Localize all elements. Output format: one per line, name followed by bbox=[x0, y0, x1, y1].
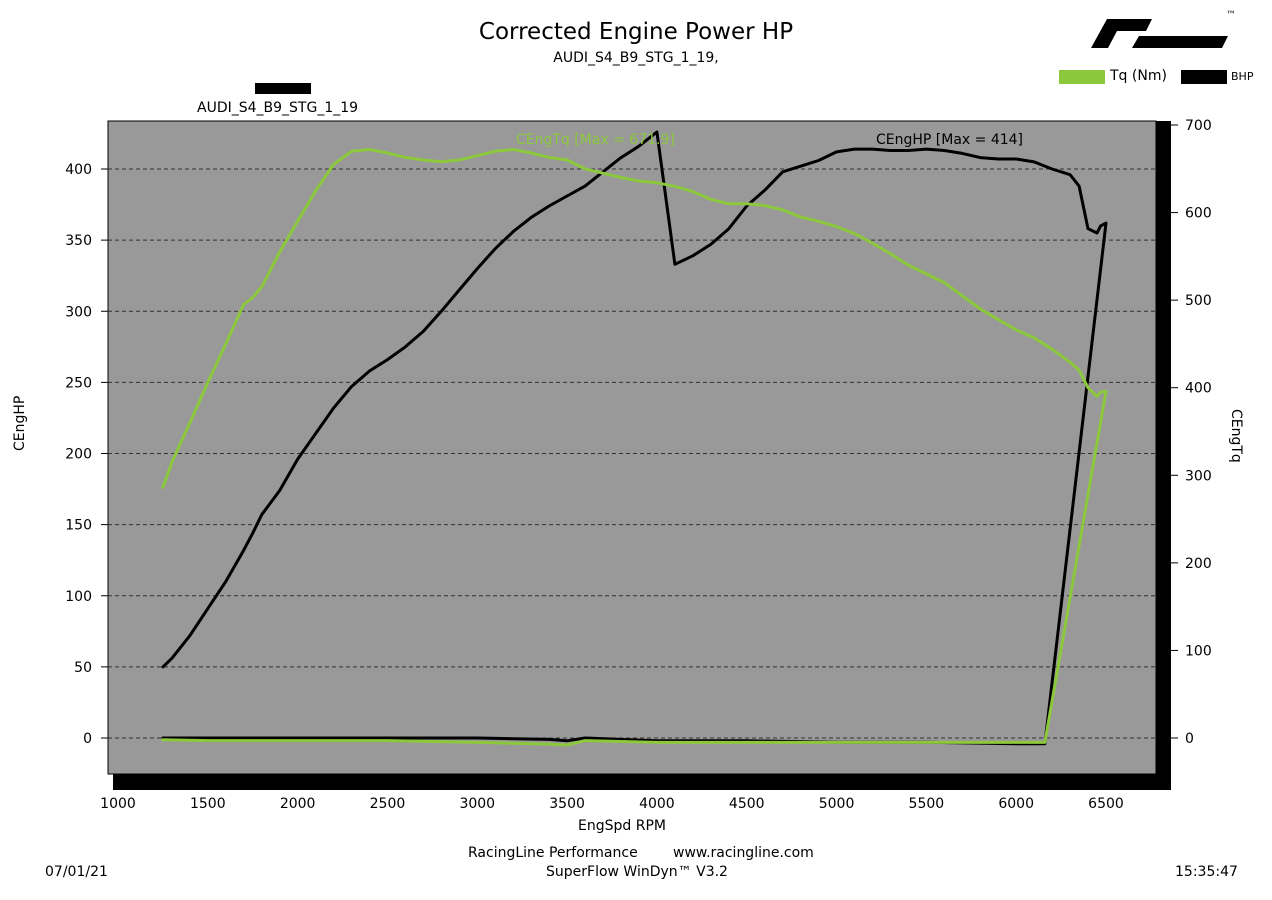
y-tick-label: 400 bbox=[65, 162, 92, 178]
y2-tick-label: 100 bbox=[1185, 643, 1212, 659]
footer-website: www.racingline.com bbox=[673, 845, 814, 861]
chart-subtitle: AUDI_S4_B9_STG_1_19, bbox=[553, 50, 719, 66]
x-tick-label: 2000 bbox=[280, 796, 316, 812]
series-line-CEngTq bbox=[161, 148, 1108, 747]
chart-title: Corrected Engine Power HP bbox=[478, 19, 794, 45]
logo-mark-right bbox=[1132, 36, 1228, 48]
racingline-logo bbox=[1091, 19, 1228, 48]
y2-axis-label: CEngTq bbox=[1228, 409, 1244, 463]
axis-ticks: 0501001502002503003504000100200300400500… bbox=[65, 118, 1211, 812]
x-tick-label: 6000 bbox=[998, 796, 1034, 812]
y2-tick-label: 400 bbox=[1185, 381, 1212, 397]
run-label: AUDI_S4_B9_STG_1_19 bbox=[197, 100, 359, 116]
hp-max-annotation: CEngHP [Max = 414] bbox=[876, 132, 1024, 148]
x-tick-label: 2500 bbox=[370, 796, 406, 812]
footer-date: 07/01/21 bbox=[45, 864, 108, 880]
x-tick-label: 4000 bbox=[639, 796, 675, 812]
x-tick-label: 1500 bbox=[190, 796, 226, 812]
logo-mark-left bbox=[1091, 19, 1152, 48]
plot-area bbox=[107, 120, 1157, 775]
footer-company: RacingLine Performance bbox=[468, 845, 638, 861]
y2-tick-label: 600 bbox=[1185, 206, 1212, 222]
run-marker-bar bbox=[255, 83, 311, 94]
x-tick-label: 4500 bbox=[729, 796, 765, 812]
footer-software: SuperFlow WinDyn™ V3.2 bbox=[546, 864, 728, 880]
x-axis-label: EngSpd RPM bbox=[578, 818, 666, 834]
y-tick-label: 150 bbox=[65, 518, 92, 534]
logo-trademark: ™ bbox=[1226, 10, 1236, 21]
x-tick-label: 1000 bbox=[100, 796, 136, 812]
y2-tick-label: 300 bbox=[1185, 468, 1212, 484]
y2-tick-label: 500 bbox=[1185, 293, 1212, 309]
legend-swatch-tq bbox=[1059, 70, 1105, 84]
x-tick-label: 3500 bbox=[549, 796, 585, 812]
y-tick-label: 250 bbox=[65, 375, 92, 391]
y2-tick-label: 200 bbox=[1185, 556, 1212, 572]
legend-swatch-bhp bbox=[1181, 70, 1227, 84]
y-tick-label: 0 bbox=[83, 731, 92, 747]
x-tick-label: 5000 bbox=[819, 796, 855, 812]
tq-max-annotation: CEngTq [Max = 671.9] bbox=[516, 132, 675, 148]
y-tick-label: 200 bbox=[65, 447, 92, 463]
y2-tick-label: 700 bbox=[1185, 118, 1212, 134]
legend-label-bhp: BHP bbox=[1231, 70, 1254, 83]
y-tick-label: 100 bbox=[65, 589, 92, 605]
x-tick-label: 5500 bbox=[909, 796, 945, 812]
y-tick-label: 50 bbox=[74, 660, 92, 676]
right-axis-bar bbox=[1156, 121, 1171, 790]
legend-label-tq: Tq (Nm) bbox=[1110, 68, 1167, 84]
y-tick-label: 350 bbox=[65, 233, 92, 249]
y2-tick-label: 0 bbox=[1185, 731, 1194, 747]
y-tick-label: 300 bbox=[65, 304, 92, 320]
x-tick-label: 3000 bbox=[459, 796, 495, 812]
x-tick-label: 6500 bbox=[1088, 796, 1124, 812]
y-axis-label: CEngHP bbox=[12, 395, 28, 451]
footer-time: 15:35:47 bbox=[1175, 864, 1238, 880]
series-lines bbox=[161, 130, 1108, 747]
